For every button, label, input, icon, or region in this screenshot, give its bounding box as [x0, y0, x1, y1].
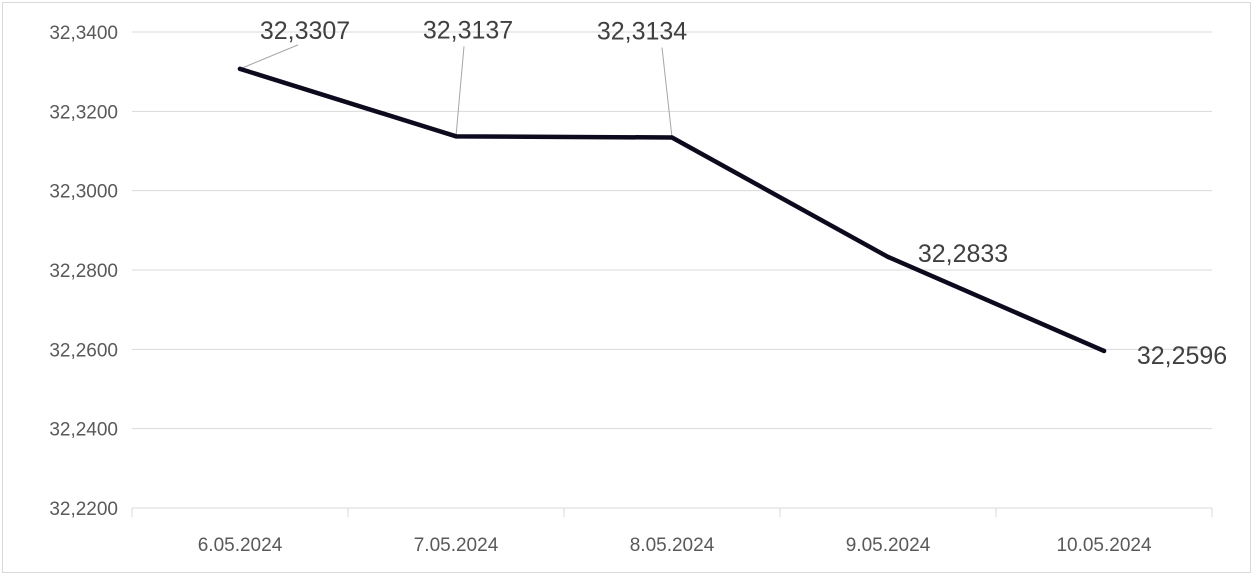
data-labels: 32,3307 32,3137 32,3134 32,2833 32,2596: [260, 16, 1227, 370]
data-point: [669, 135, 675, 140]
data-point: [885, 254, 891, 260]
data-point: [1101, 348, 1107, 354]
series-layer: [237, 66, 1107, 354]
leader-line: [455, 46, 465, 137]
leader-line: [239, 44, 299, 70]
y-axis-tick-labels: 32,2200 32,2400 32,2600 32,2800 32,3000 32,32…: [49, 23, 118, 520]
x-tick-label: 8.05.2024: [630, 535, 715, 556]
x-axis-tick-labels: 6.05.2024 7.05.2024 8.05.2024 9.05.2024 10.0…: [198, 535, 1152, 556]
x-tick-label: 9.05.2024: [846, 535, 931, 556]
y-tick-label: 32,3400: [49, 23, 118, 44]
data-label: 32,2833: [918, 240, 1008, 268]
leader-line: [661, 47, 673, 138]
data-label: 32,3134: [597, 18, 687, 46]
gridlines: [132, 31, 1212, 430]
y-tick-label: 32,3000: [49, 182, 118, 203]
y-tick-label: 32,3200: [49, 102, 118, 123]
data-label: 32,3137: [423, 16, 513, 44]
data-label-leader-lines: [239, 44, 673, 138]
y-tick-label: 32,2200: [49, 499, 118, 520]
y-tick-label: 32,2800: [49, 261, 118, 282]
x-tick-label: 6.05.2024: [198, 535, 283, 556]
y-tick-label: 32,2600: [49, 340, 118, 361]
data-point: [237, 66, 243, 72]
data-label: 32,2596: [1137, 342, 1227, 370]
x-axis: [131, 507, 1213, 517]
x-tick-label: 7.05.2024: [414, 535, 499, 556]
x-tick-label: 10.05.2024: [1056, 535, 1152, 556]
data-point: [453, 134, 459, 139]
data-label: 32,3307: [260, 17, 350, 45]
y-tick-label: 32,2400: [49, 420, 118, 441]
